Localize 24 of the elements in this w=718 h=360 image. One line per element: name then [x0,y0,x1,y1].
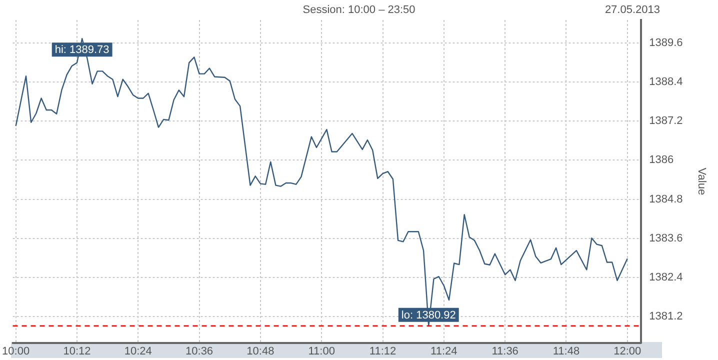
y-tick-label: 1382.4 [649,272,683,284]
x-tick-label: 10:36 [186,345,214,358]
chart-title: Session: 10:00 – 23:50 [302,4,416,16]
y-tick-label: 1381.2 [649,310,683,323]
y-tick-label: 1389.6 [649,36,683,49]
x-tick-label: 11:24 [430,345,458,358]
x-tick-label: 10:24 [124,345,152,358]
y-tick-label: 1386 [649,154,674,166]
y-axis-title: Value [695,168,708,196]
chart-subtitle: 27.05.2013 [604,4,660,16]
y-tick-label: 1384.8 [649,193,683,206]
annotation: lo: 1380.92 [401,309,456,322]
x-tick-label: 12:00 [614,345,642,358]
y-tick-label: 1388.4 [649,76,683,88]
x-tick-label: 10:00 [2,345,30,358]
y-tick-label: 1383.6 [649,232,683,244]
x-tick-label: 11:00 [308,345,335,358]
x-tick-label: 11:48 [552,345,580,358]
x-tick-label: 11:12 [369,345,396,358]
x-tick-label: 10:12 [63,345,91,358]
annotation: hi: 1389.73 [54,44,110,56]
y-tick-label: 1387.2 [649,115,683,128]
x-tick-label: 10:48 [246,345,274,358]
x-tick-label: 11:36 [492,345,518,358]
